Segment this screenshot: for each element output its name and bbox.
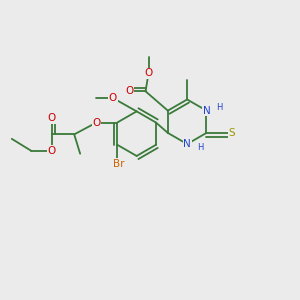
Text: O: O (125, 86, 133, 96)
Text: O: O (92, 118, 101, 128)
Text: O: O (48, 146, 56, 156)
Text: O: O (144, 68, 153, 79)
Text: H: H (197, 142, 203, 152)
Text: H: H (216, 103, 222, 112)
Text: N: N (183, 139, 191, 149)
Text: O: O (109, 93, 117, 103)
Text: Br: Br (113, 159, 124, 169)
Text: S: S (228, 128, 235, 138)
Text: N: N (202, 106, 210, 116)
Text: O: O (48, 113, 56, 123)
